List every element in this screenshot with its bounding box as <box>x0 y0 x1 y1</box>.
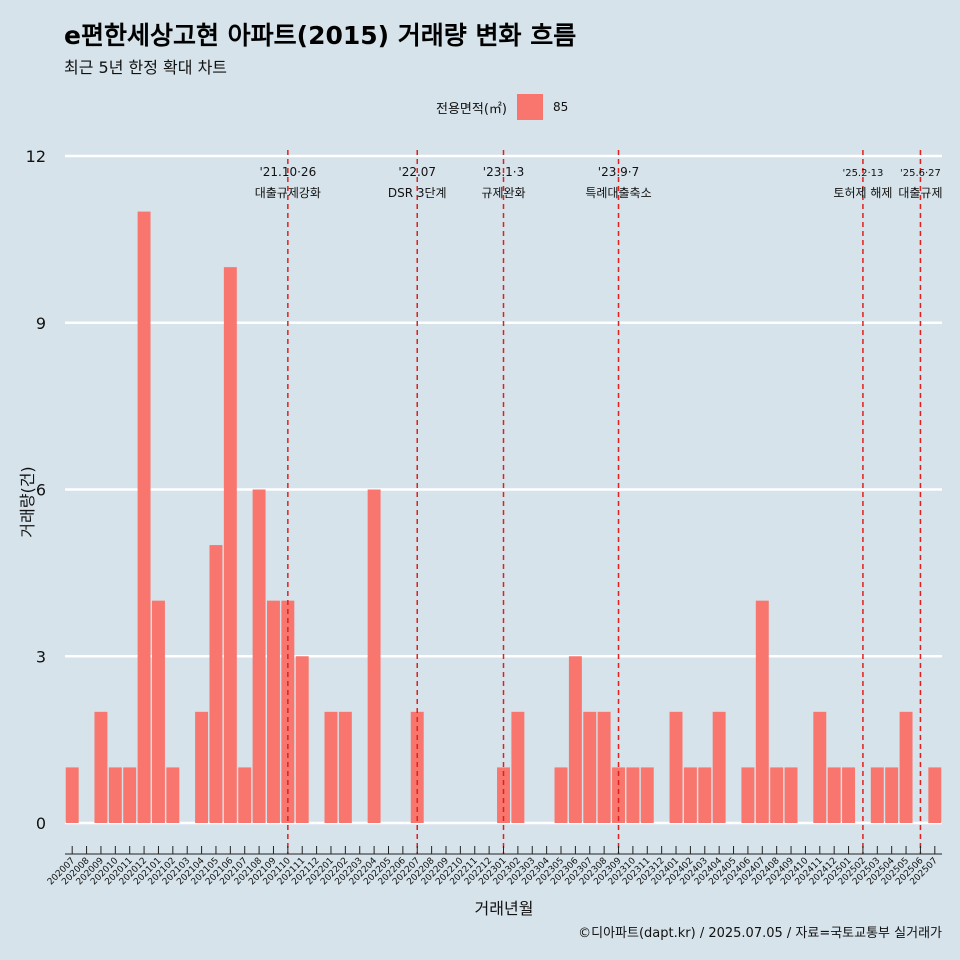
bar-202403 <box>698 767 712 823</box>
event-text-label: DSR 3단계 <box>388 186 447 200</box>
chart-title: e편한세상고현 아파트(2015) 거래량 변화 흐름 <box>64 21 577 50</box>
source-caption: ©디아파트(dapt.kr) / 2025.07.05 / 자료=국토교통부 실… <box>578 926 942 941</box>
bar-202310 <box>626 767 640 823</box>
y-tick-label: 9 <box>36 314 46 333</box>
event-text-label: 대출규제강화 <box>255 186 321 200</box>
bar-202007 <box>65 767 79 823</box>
y-tick-label: 12 <box>26 147 46 166</box>
bar-202101 <box>151 600 165 823</box>
bar-202204 <box>367 489 381 823</box>
bar-202202 <box>338 711 352 823</box>
chart-subtitle: 최근 5년 한정 확대 차트 <box>64 58 228 77</box>
bar-202309 <box>612 767 625 823</box>
bar-202010 <box>108 767 122 823</box>
event-date-label: '21.10·26 <box>259 165 316 179</box>
y-axis-title: 거래량(건) <box>18 466 37 537</box>
bar-202507 <box>928 767 942 823</box>
bar-202105 <box>209 545 223 823</box>
bar-202411 <box>813 711 827 823</box>
bar-202201 <box>324 711 338 823</box>
bar-202012 <box>137 211 151 824</box>
event-date-label: '23.9·7 <box>598 165 639 179</box>
bar-202104 <box>195 711 209 823</box>
y-tick-label: 0 <box>36 814 46 833</box>
bar-202407 <box>755 600 769 823</box>
legend-item-label: 85 <box>552 100 569 114</box>
event-annotations: '21.10·26 대출규제강화 '22.07 DSR 3단계 '23.1·3 규제완화 '… <box>255 165 943 200</box>
bar-202207 <box>410 711 424 823</box>
bar-202404 <box>712 711 726 823</box>
bar-202011 <box>123 767 137 823</box>
legend: 전용면적(㎡) 85 <box>436 94 568 120</box>
bar-202401 <box>669 711 683 823</box>
bar-202102 <box>166 767 180 823</box>
bar-202408 <box>770 767 784 823</box>
event-text-label: 토허제 해제 <box>833 186 892 200</box>
bar-202308 <box>597 711 611 823</box>
bar-202402 <box>683 767 697 823</box>
event-date-label: '25.2·13 <box>842 168 883 179</box>
event-text-label: 규제완화 <box>481 186 525 200</box>
y-tick-label: 3 <box>36 647 46 666</box>
legend-swatch <box>516 94 543 120</box>
event-date-label: '23.1·3 <box>483 165 524 179</box>
bar-202503 <box>870 767 884 823</box>
event-date-label: '22.07 <box>398 165 436 179</box>
bar-202412 <box>827 767 841 823</box>
bar-202107 <box>238 767 252 823</box>
event-text-label: 대출규제 <box>898 186 942 200</box>
bar-202111 <box>295 656 309 823</box>
event-date-label: '25.6·27 <box>900 168 941 179</box>
bar-202301 <box>497 767 510 823</box>
bar-202311 <box>640 767 654 823</box>
x-axis: 2020072020082020092020102020112020122021… <box>46 846 942 887</box>
y-tick-label: 6 <box>36 481 46 500</box>
bar-202305 <box>554 767 568 823</box>
y-axis: 0 3 6 9 12 <box>26 147 46 833</box>
bar-202307 <box>583 711 597 823</box>
bar-202108 <box>252 489 266 823</box>
bar-202501 <box>842 767 856 823</box>
bar-202409 <box>784 767 798 823</box>
event-text-label: 특례대출축소 <box>585 186 651 200</box>
bar-202505 <box>899 711 913 823</box>
bar-202109 <box>266 600 280 823</box>
bar-202306 <box>568 656 582 823</box>
bar-202106 <box>223 267 237 824</box>
x-axis-title: 거래년월 <box>475 899 534 918</box>
bar-202009 <box>94 711 108 823</box>
bar-202504 <box>885 767 899 823</box>
bar-202302 <box>511 711 525 823</box>
event-lines <box>287 150 922 854</box>
bar-202406 <box>741 767 755 823</box>
legend-title: 전용면적(㎡) <box>436 101 507 117</box>
